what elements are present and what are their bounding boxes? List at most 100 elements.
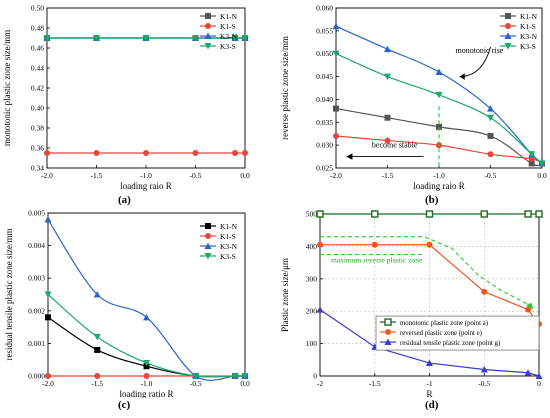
d-point-0-2 [425, 210, 434, 218]
d-envelope-upper [320, 236, 534, 311]
d-legend: monotonic plastic zone (point a) reversed… [375, 315, 540, 351]
a-xtick-label-2: -1.0 [140, 171, 152, 180]
a-point-1-2 [143, 150, 149, 156]
c-point-3-3 [192, 373, 200, 380]
b-point-3-3 [487, 114, 494, 122]
a-point-1-1 [93, 150, 100, 156]
b-ytick-label-6: 0.055 [316, 26, 333, 35]
c-point-3-5 [241, 373, 249, 380]
d-xtick-label-2: -1 [426, 379, 432, 388]
c-series-2 [44, 216, 249, 381]
b-point-0-3 [487, 133, 494, 139]
b-point-1-4 [528, 155, 535, 162]
c-ytick-label-3: 0.003 [28, 274, 45, 283]
a-xlabel: loading raio R [120, 181, 172, 191]
c-legend-marker-0 [205, 223, 211, 229]
a-legend-label-0: K1-N [220, 12, 238, 21]
d-point-0-5 [535, 210, 543, 218]
a-ytick-label-3: 0.40 [31, 104, 44, 113]
b-point-3-4 [528, 151, 536, 158]
d-series-line-1 [320, 244, 540, 325]
a-legend-marker-0 [205, 13, 211, 19]
b-series-3 [332, 50, 546, 167]
b-legend-label-2: K3-N [520, 32, 538, 41]
c-point-3-2 [143, 359, 150, 367]
b-point-0-0 [333, 105, 339, 112]
b-xtick-label-2: -1.0 [433, 171, 445, 180]
d-point-0-1 [371, 210, 379, 218]
b-point-2-3 [487, 105, 494, 112]
d-point-1-2 [426, 241, 433, 248]
a-ytick-label-7: 0.48 [31, 24, 44, 33]
d-point-2-4 [524, 369, 532, 376]
d-legend-label-1: reversed plastic zone (point e) [400, 330, 482, 337]
b-stable-arrowhead [346, 153, 353, 160]
b-point-2-1 [384, 45, 391, 53]
b-point-3-0 [332, 50, 340, 58]
a-xtick-label-4: 0.0 [240, 171, 250, 180]
b-annotation-rise: monotonic rise [455, 46, 503, 55]
b-ylabel: reverse plastic zone size/mm [280, 36, 290, 140]
c-point-0-1 [94, 346, 101, 353]
d-ytick-label-3: 300 [306, 274, 318, 283]
d-point-0-0 [316, 210, 324, 218]
b-xtick-label-4: 0.0 [537, 171, 547, 180]
b-point-2-0 [332, 22, 340, 30]
b-ytick-label-3: 0.040 [316, 95, 333, 104]
a-ytick-label-0: 0.34 [31, 164, 44, 173]
b-legend-marker-1 [505, 23, 511, 29]
c-xtick-label-1: -1.5 [91, 379, 103, 388]
c-series-1 [45, 373, 248, 379]
a-ytick-label-5: 0.44 [31, 64, 44, 73]
d-legend-marker-0 [384, 318, 392, 326]
d-point-2-2 [426, 359, 433, 367]
b-legend-marker-2 [504, 32, 512, 39]
a-ytick-label-8: 0.50 [31, 4, 44, 13]
c-point-3-0 [44, 291, 52, 298]
c-legend-label-2: K3-N [220, 242, 238, 251]
d-legend-marker-2 [384, 338, 392, 346]
c-plot-frame [47, 212, 246, 377]
d-legend-marker-1 [385, 329, 391, 336]
a-point-3-3 [192, 35, 199, 42]
c-point-0-0 [45, 314, 51, 321]
b-point-1-3 [487, 151, 494, 158]
c-ytick-label-5: 0.005 [28, 209, 45, 218]
d-legend-label-0: monotonic plastic zone (point a) [400, 320, 488, 327]
a-legend-label-1: K1-S [220, 22, 236, 31]
panel-label-a: (a) [118, 194, 131, 206]
a-ytick-label-1: 0.36 [31, 144, 44, 153]
d-point-1-4 [525, 306, 532, 313]
c-point-2-0 [44, 216, 52, 223]
chart-b: -2.0 -1.5 -1.0 -0.5 0.0 0.025 0.030 0.035 0.040 0… [280, 4, 547, 192]
d-ylabel: Plastic zone size/μm [280, 258, 290, 332]
b-ytick-label-1: 0.030 [316, 141, 333, 150]
c-xlabel: loading ratio R [120, 389, 174, 398]
a-point-1-3 [192, 150, 199, 156]
b-legend-marker-3 [504, 43, 512, 50]
b-point-3-5 [538, 160, 546, 167]
c-point-2-2 [143, 313, 150, 321]
c-series-line-2 [47, 219, 245, 381]
b-point-3-1 [384, 73, 391, 81]
c-legend-marker-2 [204, 242, 212, 249]
d-point-1-3 [481, 288, 488, 295]
d-xlabel: R [426, 389, 432, 398]
a-ylabel: monotonic plastic zone size/mm [2, 30, 12, 146]
d-legend-frame [375, 315, 540, 351]
b-xtick-label-0: -2.0 [330, 171, 342, 180]
b-point-2-2 [435, 68, 443, 75]
a-point-3-4 [231, 35, 239, 42]
a-point-3-2 [142, 35, 150, 42]
c-point-3-4 [231, 373, 239, 380]
chart-d: -2 -1.5 -1 -0.5 0 0 100 200 300 400 500 R Plastic zo… [280, 210, 543, 399]
a-legend-marker-1 [205, 23, 211, 29]
b-legend-label-3: K3-S [520, 42, 536, 51]
c-ylabel: residual tensile plastic zone size/mm [4, 229, 14, 361]
a-plot-frame [46, 7, 246, 169]
c-legend-label-1: K1-S [220, 232, 236, 241]
c-ytick-label-0: 0.000 [28, 372, 45, 381]
d-xtick-label-4: 0 [537, 379, 541, 388]
d-series-1 [317, 241, 542, 328]
d-point-2-0 [316, 306, 324, 313]
